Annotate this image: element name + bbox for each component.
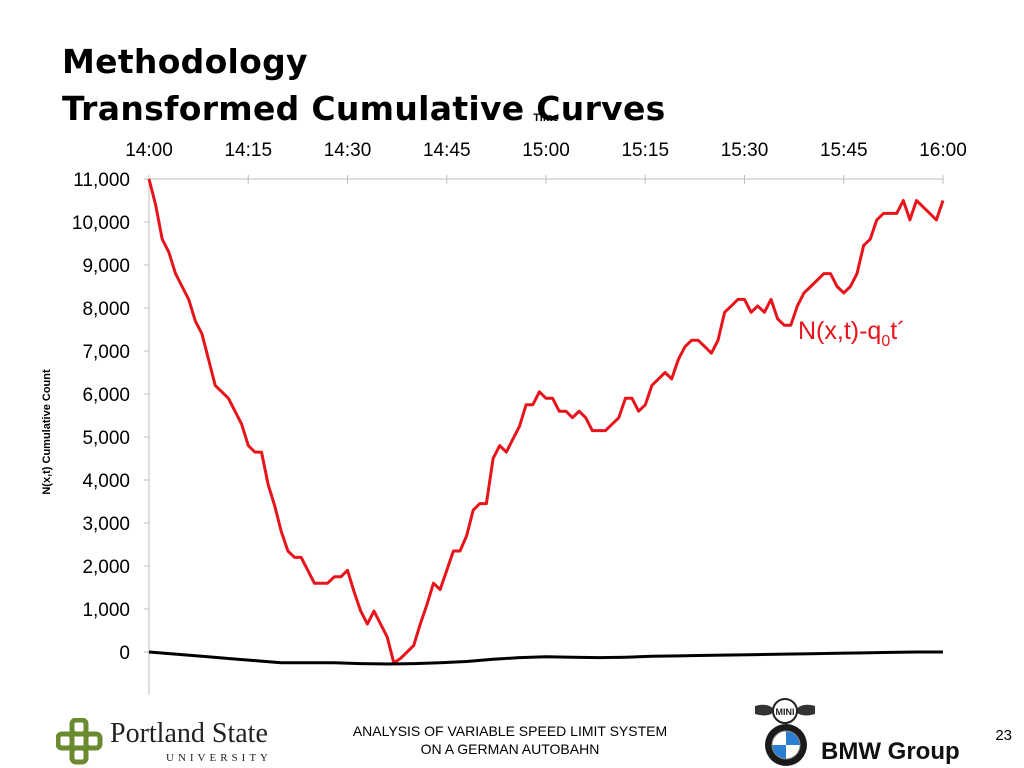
y-tick-label: 3,000	[82, 514, 130, 535]
cumulative-curve-chart: 14:00 14:15 14:30 14:45 15:00 15:15 15:30 15:45…	[41, 112, 967, 695]
svg-text:MINI: MINI	[776, 707, 795, 717]
chart-series	[147, 178, 945, 666]
y-tick-label: 6,000	[82, 385, 130, 406]
title-line-1: Methodology	[62, 42, 308, 81]
y-tick-label: 0	[119, 643, 130, 664]
x-tick-label: 14:45	[423, 140, 471, 161]
x-tick-label: 14:15	[224, 140, 272, 161]
y-tick-label: 8,000	[82, 299, 130, 320]
y-tick-label: 9,000	[82, 256, 130, 277]
portland-state-logo: Portland State UNIVERSITY	[56, 716, 286, 768]
y-axis-title: N(x,t) Cumulative Count	[41, 369, 53, 495]
series-label: N(x,t)-q0t´	[798, 317, 906, 350]
x-tick-label: 14:00	[125, 140, 173, 161]
x-tick-label: 16:00	[919, 140, 967, 161]
y-tick-label: 11,000	[73, 170, 130, 191]
chart-axes: 14:00 14:15 14:30 14:45 15:00 15:15 15:30 15:45…	[72, 140, 967, 695]
x-axis-title: Time	[533, 112, 558, 124]
psu-logo-name: Portland State	[110, 718, 268, 749]
y-tick-label: 1,000	[82, 600, 130, 621]
y-tick-label: 10,000	[72, 213, 130, 234]
cumulative-curve-line	[147, 178, 945, 665]
bmw-group-wordmark: BMW Group	[821, 738, 960, 765]
bmw-roundel-icon	[765, 724, 807, 766]
psu-logo-subtitle: UNIVERSITY	[166, 752, 272, 764]
baseline-curve-line	[148, 650, 943, 666]
x-tick-label: 15:15	[621, 140, 669, 161]
y-tick-label: 4,000	[82, 471, 130, 492]
title-line-2: Transformed Cumulative Curves	[62, 89, 666, 128]
x-tick-label: 15:00	[522, 140, 570, 161]
y-tick-label: 7,000	[82, 342, 130, 363]
x-tick-label: 15:30	[721, 140, 769, 161]
mini-icon: MINI	[755, 698, 815, 724]
footer-line-2: ON A GERMAN AUTOBAHN	[420, 741, 600, 757]
chart-labels: Time N(x,t) Cumulative Count N(x,t)-q0t´	[41, 112, 906, 495]
x-tick-label: 14:30	[324, 140, 372, 161]
footer-line-1: ANALYSIS OF VARIABLE SPEED LIMIT SYSTEM	[352, 723, 668, 739]
y-tick-label: 2,000	[82, 557, 130, 578]
y-tick-label: 5,000	[82, 428, 130, 449]
x-tick-label: 15:45	[820, 140, 868, 161]
slide-title: Methodology Transformed Cumulative Curve…	[62, 38, 666, 132]
psu-knot-icon	[56, 718, 103, 765]
page-number: 23	[995, 727, 1012, 744]
bmw-group-logo: MINI BMW Group	[755, 698, 975, 768]
footer-caption: ANALYSIS OF VARIABLE SPEED LIMIT SYSTEM …	[300, 722, 720, 758]
